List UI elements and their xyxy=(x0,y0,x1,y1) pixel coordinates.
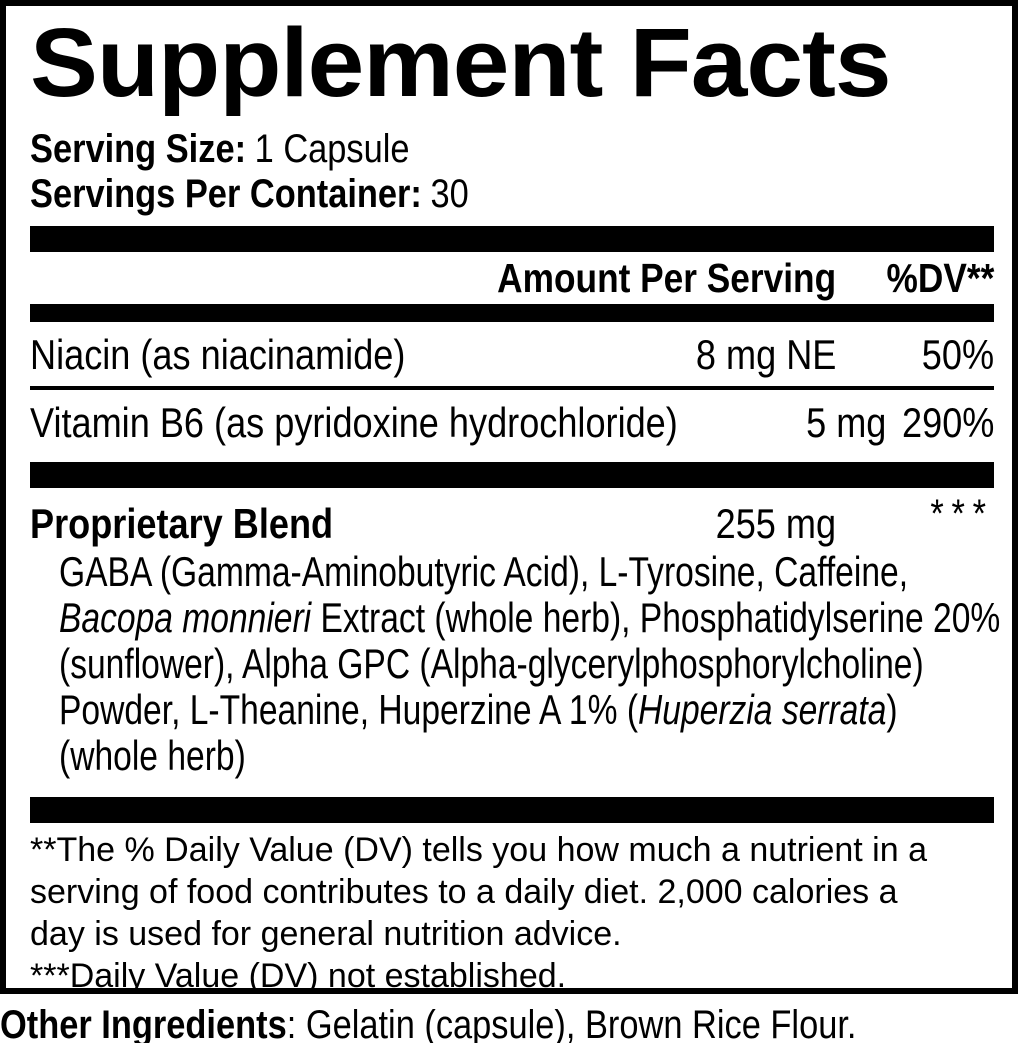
blend-description-line: Powder, L-Theanine, Huperzine A 1% (Hupe… xyxy=(59,686,898,733)
header-bar-top xyxy=(30,226,994,252)
nutrient-name: Vitamin B6 (as pyridoxine hydrochloride) xyxy=(30,399,678,446)
other-ingredients-label: Other Ingredients xyxy=(0,1003,287,1043)
footnote-line: serving of food contributes to a daily d… xyxy=(30,873,898,911)
other-ingredients-line: Other Ingredients: Gelatin (capsule), Br… xyxy=(0,1003,1024,1043)
blend-description-line: Bacopa monnieri Extract (whole herb), Ph… xyxy=(59,594,1001,641)
serving-size-label: Serving Size: xyxy=(30,127,247,171)
nutrient-amount: 5 mg xyxy=(806,399,887,446)
header-bar-bottom xyxy=(30,304,994,322)
blend-description-line: GABA (Gamma-Aminobutyric Acid), L-Tyrosi… xyxy=(59,548,909,595)
footnote-section: **The % Daily Value (DV) tells you how m… xyxy=(30,829,994,997)
servings-per-container-line: Servings Per Container: 30 xyxy=(30,172,994,217)
nutrient-row-vitamin-b6: Vitamin B6 (as pyridoxine hydrochloride)… xyxy=(30,390,994,454)
footnote-line: ***Daily Value (DV) not established. xyxy=(30,957,567,995)
nutrient-amount: 8 mg NE xyxy=(695,331,836,378)
other-ingredients-value: : Gelatin (capsule), Brown Rice Flour. xyxy=(286,1003,857,1043)
servings-per-container-value: 30 xyxy=(430,172,469,216)
amount-per-serving-header: Amount Per Serving xyxy=(497,255,836,301)
serving-info-block: Serving Size: 1 Capsule Servings Per Cont… xyxy=(30,127,994,217)
blend-description-line: (sunflower), Alpha GPC (Alpha-glycerylph… xyxy=(59,640,924,687)
blend-amount: 255 mg xyxy=(715,499,836,547)
footnote-line: **The % Daily Value (DV) tells you how m… xyxy=(30,831,927,869)
servings-per-container-label: Servings Per Container: xyxy=(30,172,422,216)
nutrient-row-niacin: Niacin (as niacinamide) 8 mg NE 50% xyxy=(30,322,994,386)
nutrient-name: Niacin (as niacinamide) xyxy=(30,331,406,378)
proprietary-blend-row: Proprietary Blend 255 mg *** xyxy=(30,488,994,549)
blend-name: Proprietary Blend xyxy=(30,499,334,547)
serving-size-line: Serving Size: 1 Capsule xyxy=(30,127,994,172)
facts-title: Supplement Facts xyxy=(30,8,891,117)
nutrient-dv: 50% xyxy=(921,331,994,378)
footnote-section-bar xyxy=(30,797,994,823)
blend-section-bar xyxy=(30,462,994,488)
footnote-line: day is used for general nutrition advice… xyxy=(30,915,622,953)
dv-header: %DV** xyxy=(886,255,994,301)
blend-dv-stars: *** xyxy=(930,492,994,536)
serving-size-value: 1 Capsule xyxy=(254,127,410,171)
blend-description-line: (whole herb) xyxy=(59,732,246,779)
nutrient-dv: 290% xyxy=(901,399,994,446)
blend-description: GABA (Gamma-Aminobutyric Acid), L-Tyrosi… xyxy=(30,548,1001,779)
supplement-facts-panel: Supplement Facts Serving Size: 1 Capsule … xyxy=(0,0,1018,997)
column-header-row: Amount Per Serving %DV** xyxy=(30,252,994,304)
row-divider xyxy=(30,386,994,390)
